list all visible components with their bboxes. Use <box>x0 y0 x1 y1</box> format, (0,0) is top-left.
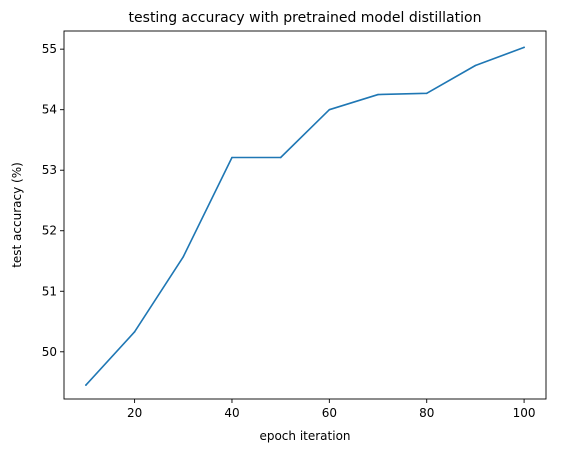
x-tick-label: 100 <box>513 406 536 420</box>
data-point <box>474 64 477 67</box>
data-point <box>377 93 379 96</box>
y-tick-label: 51 <box>42 284 57 298</box>
x-axis-ticks: 20 40 60 80 100 <box>127 399 536 420</box>
series-group <box>85 46 525 386</box>
data-point <box>425 92 428 95</box>
y-tick-label: 53 <box>42 163 57 177</box>
data-point <box>133 331 136 333</box>
y-tick-label: 55 <box>42 42 57 56</box>
data-point <box>523 46 525 49</box>
x-tick-label: 20 <box>127 406 142 420</box>
data-point <box>328 108 331 111</box>
plot-frame <box>63 30 547 400</box>
y-axis-ticks: 50 51 52 53 54 55 <box>42 42 64 359</box>
series-line <box>85 46 525 386</box>
x-tick-label: 40 <box>224 406 239 420</box>
y-tick-label: 50 <box>42 345 57 359</box>
data-point <box>279 156 282 159</box>
data-point <box>85 384 87 386</box>
x-tick-label: 80 <box>419 406 434 420</box>
data-point <box>182 255 185 258</box>
y-axis-label: test accuracy (%) <box>10 162 24 268</box>
y-tick-label: 54 <box>42 103 57 117</box>
x-tick-label: 60 <box>322 406 337 420</box>
y-tick-label: 52 <box>42 224 57 238</box>
chart-title: testing accuracy with pretrained model d… <box>129 10 482 26</box>
x-axis-label: epoch iteration <box>259 429 350 443</box>
data-point <box>231 156 233 159</box>
